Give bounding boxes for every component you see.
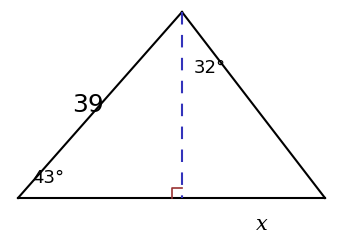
Text: 43°: 43°: [32, 169, 64, 187]
Text: x: x: [256, 215, 268, 235]
Text: 32°: 32°: [194, 59, 226, 77]
Text: 39: 39: [72, 93, 104, 117]
